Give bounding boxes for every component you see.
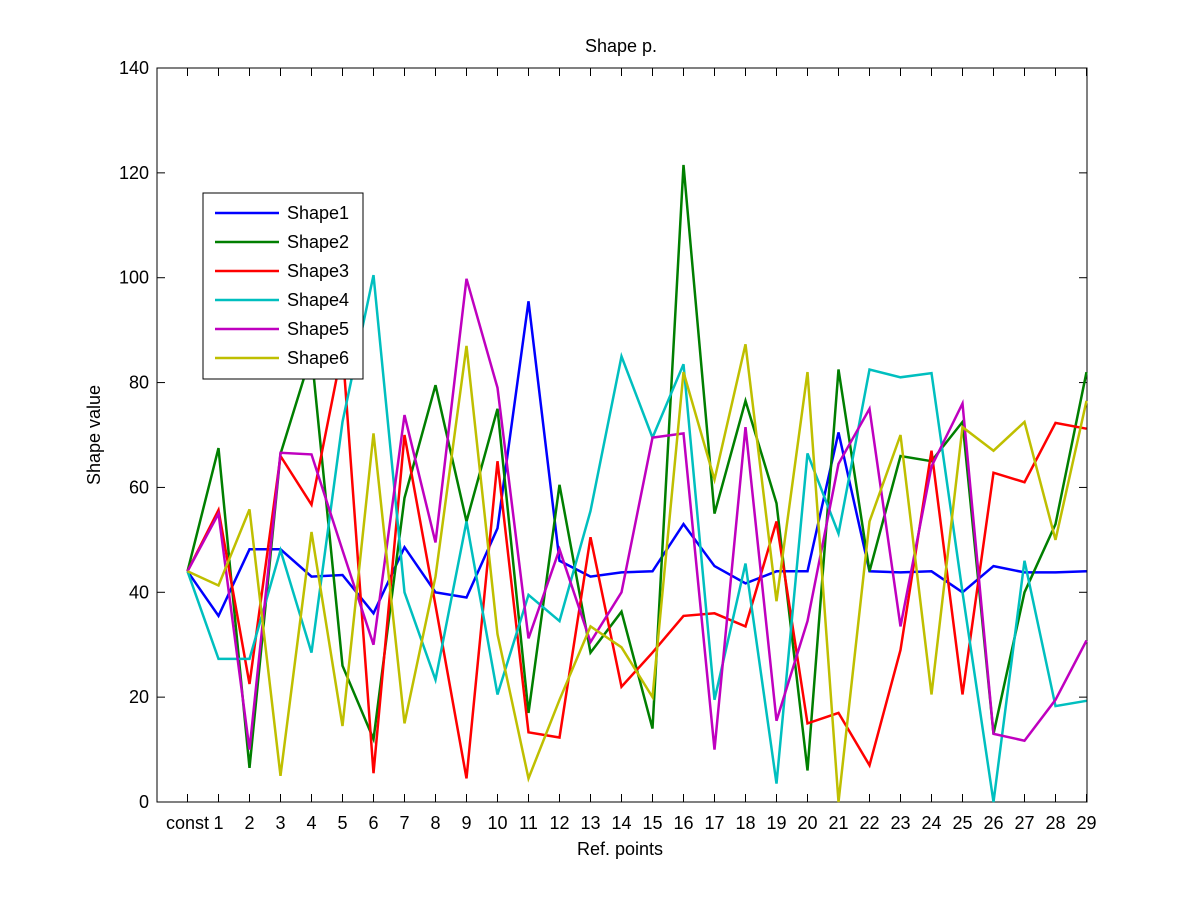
- x-tick-label: 14: [611, 813, 631, 833]
- x-tick-label: 17: [704, 813, 724, 833]
- x-tick-label: 26: [983, 813, 1003, 833]
- x-tick-label: 9: [461, 813, 471, 833]
- x-tick-label: 19: [766, 813, 786, 833]
- x-tick-label: 20: [797, 813, 817, 833]
- x-tick-label: 2: [244, 813, 254, 833]
- x-tick-label: const: [166, 813, 209, 833]
- x-tick-label: 21: [828, 813, 848, 833]
- y-tick-label: 0: [139, 792, 149, 812]
- legend-label: Shape3: [287, 261, 349, 281]
- x-tick-label: 6: [368, 813, 378, 833]
- x-tick-label: 4: [306, 813, 316, 833]
- x-tick-label: 18: [735, 813, 755, 833]
- y-tick-label: 120: [119, 163, 149, 183]
- x-tick-label: 5: [337, 813, 347, 833]
- x-tick-label: 13: [580, 813, 600, 833]
- series-line-shape1: [186, 301, 1087, 619]
- legend: Shape1 Shape2 Shape3 Shape4 Shape5 Shape6: [202, 192, 364, 380]
- legend-label: Shape4: [287, 290, 349, 310]
- y-tick-label: 80: [129, 373, 149, 393]
- x-tick-label: 29: [1076, 813, 1096, 833]
- x-tick-label: 15: [642, 813, 662, 833]
- series-line-shape5: [186, 278, 1088, 750]
- legend-label: Shape2: [287, 232, 349, 252]
- x-tick-label: 25: [952, 813, 972, 833]
- series-line-shape6: [186, 344, 1088, 803]
- y-tick-label: 140: [119, 58, 149, 78]
- y-tick-label: 60: [129, 477, 149, 497]
- x-tick-label: 3: [275, 813, 285, 833]
- x-tick-label: 12: [549, 813, 569, 833]
- x-tick-label: 28: [1045, 813, 1065, 833]
- y-tick-label: 40: [129, 582, 149, 602]
- series-line-shape4: [186, 274, 1087, 803]
- legend-label: Shape5: [287, 319, 349, 339]
- x-tick-label: 11: [519, 813, 538, 833]
- y-tick-label: 100: [119, 268, 149, 288]
- chart-title: Shape p.: [585, 36, 657, 56]
- x-tick-label: 1: [213, 813, 223, 833]
- legend-box: [202, 192, 364, 380]
- legend-label: Shape6: [287, 348, 349, 368]
- x-tick-label: 27: [1014, 813, 1034, 833]
- x-tick-label: 16: [673, 813, 693, 833]
- x-axis-label: Ref. points: [577, 839, 663, 859]
- x-tick-label: 7: [399, 813, 409, 833]
- x-tick-label: 24: [921, 813, 941, 833]
- x-tick-label: 22: [859, 813, 879, 833]
- x-tick-label: 8: [430, 813, 440, 833]
- y-axis-label: Shape value: [84, 385, 104, 485]
- x-tick-label: 23: [890, 813, 910, 833]
- legend-label: Shape1: [287, 203, 349, 223]
- x-tick-label: 10: [487, 813, 507, 833]
- y-tick-label: 20: [129, 687, 149, 707]
